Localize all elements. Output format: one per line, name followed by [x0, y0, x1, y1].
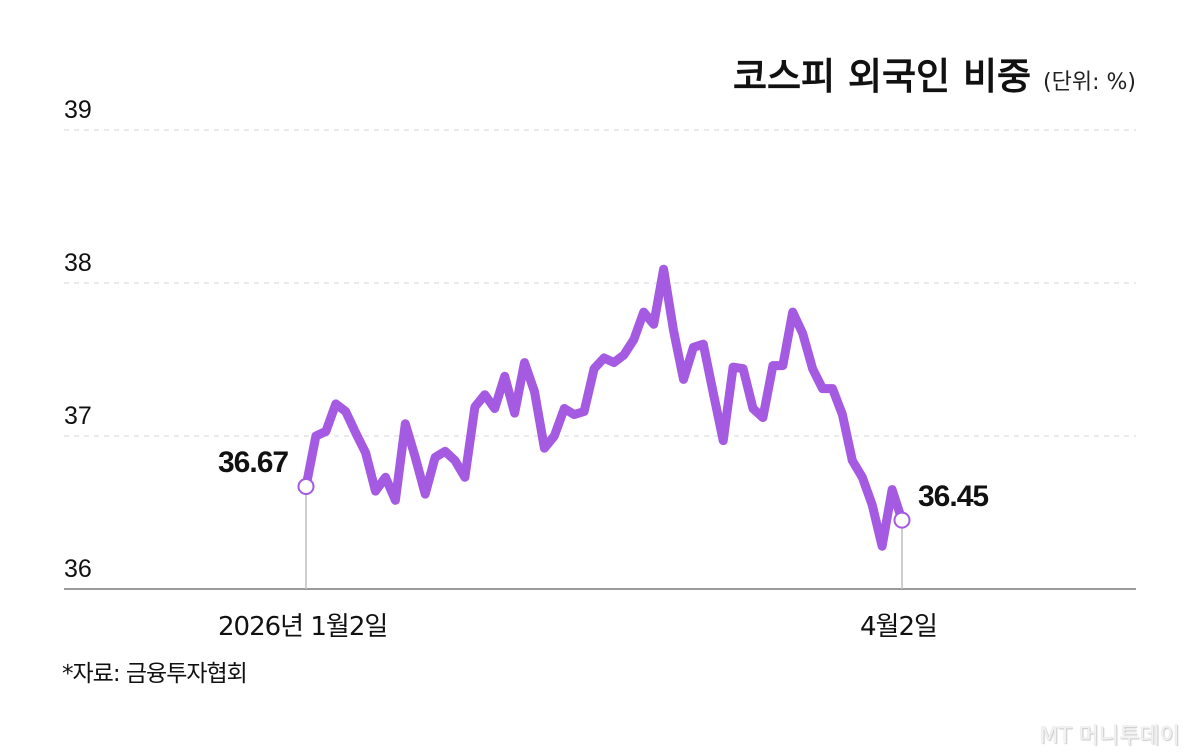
source-note: *자료: 금융투자협회	[62, 661, 248, 687]
grid-lines	[64, 129, 1136, 437]
chart-title: 코스피 외국인 비중 (단위: %)	[733, 46, 1136, 100]
x-label-start: 2026년 1월2일	[218, 612, 388, 642]
y-tick-37: 37	[64, 402, 92, 430]
series-line	[301, 264, 907, 551]
start-value-label: 36.67	[218, 446, 289, 479]
end-value-label: 36.45	[918, 480, 989, 513]
y-tick-36: 36	[64, 555, 92, 583]
y-tick-39: 39	[64, 96, 92, 124]
publisher-logo: MT 머니투데이	[1039, 724, 1180, 749]
chart-title-main: 코스피 외국인 비중	[732, 55, 1032, 98]
x-label-end: 4월2일	[860, 612, 938, 642]
start-point-marker	[297, 477, 315, 495]
end-point-marker	[893, 511, 911, 529]
chart-unit: (단위: %)	[1043, 70, 1136, 95]
y-tick-38: 38	[64, 249, 92, 277]
